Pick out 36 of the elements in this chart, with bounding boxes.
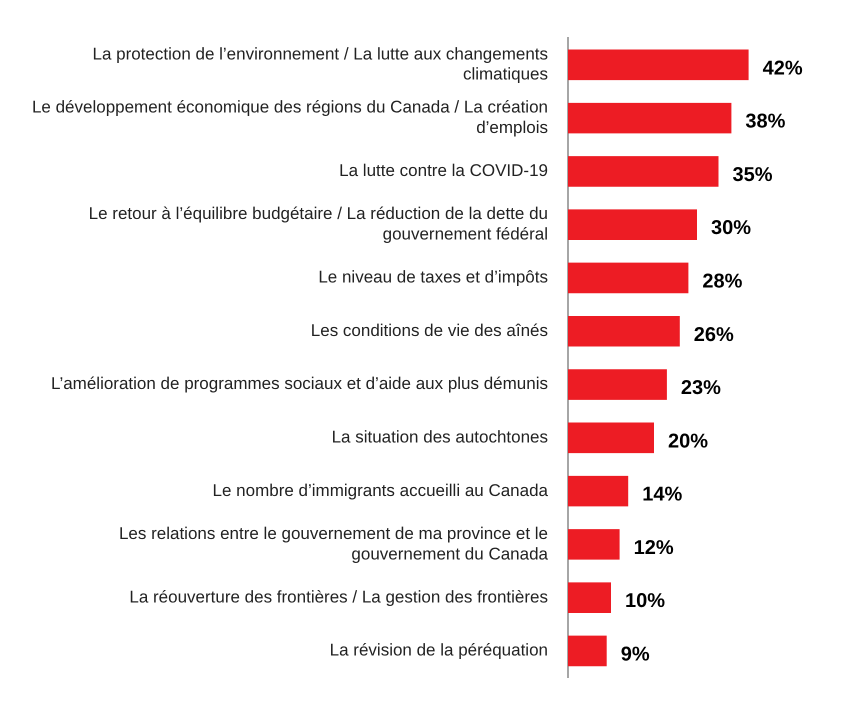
bar (568, 422, 654, 454)
y-tick-label: Le nombre d’immigrants accueilli au Canada (212, 480, 549, 500)
data-label: 23% (680, 377, 722, 400)
data-label: 26% (694, 324, 734, 346)
y-tick-label: Le niveau de taxes et d’impôts (318, 268, 548, 287)
bar (568, 369, 667, 400)
bar (568, 262, 688, 294)
bar (568, 209, 697, 240)
bar (568, 529, 620, 560)
data-label: 20% (668, 430, 708, 452)
data-label: 14% (642, 484, 682, 506)
data-label: 12% (634, 536, 674, 559)
y-tick-label: La protection de l’environnement / La lutte aux changements climatiques (92, 44, 548, 84)
bar (568, 476, 628, 506)
data-label: 10% (625, 590, 666, 612)
y-tick-label: La révision de la péréquation (330, 640, 548, 660)
y-tick-label: Le développement économique des régions du Canada / La création d’emplois (32, 98, 548, 138)
bar (568, 102, 732, 134)
y-tick-label: La lutte contre la COVID-19 (339, 161, 548, 180)
y-tick-label: L’amélioration de programmes sociaux et d’aide aux plus démunis (50, 374, 548, 394)
bar (568, 156, 718, 187)
y-tick-label: Les relations entre le gouvernement de ma province et le gouvernement du Canada (118, 524, 549, 564)
data-label: 35% (732, 164, 773, 186)
y-tick-label: Les conditions de vie des aînés (310, 320, 548, 340)
data-label: 42% (762, 57, 803, 80)
bar (568, 582, 611, 613)
y-tick-label: La réouverture des frontières / La gestion des frontières (129, 587, 548, 606)
data-label: 28% (702, 270, 743, 292)
data-label: 30% (711, 217, 752, 240)
y-tick-label: La situation des autochtones (332, 428, 548, 447)
data-label: 9% (620, 643, 650, 666)
bar (568, 636, 607, 666)
bar (568, 316, 680, 347)
bar (568, 50, 749, 80)
y-tick-label: Le retour à l’équilibre budgétaire / La réduction de la dette du gouvernement fédéral (88, 204, 548, 244)
data-label: 38% (745, 110, 786, 133)
